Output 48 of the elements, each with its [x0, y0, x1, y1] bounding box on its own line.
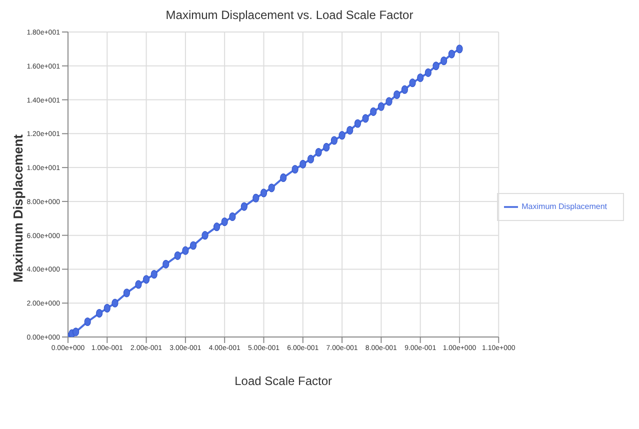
point	[72, 328, 80, 336]
point	[354, 119, 362, 128]
point	[96, 308, 103, 318]
point	[260, 188, 268, 198]
legend-label: Maximum Displacement	[522, 202, 607, 212]
point	[424, 68, 432, 77]
point	[213, 222, 220, 232]
point	[448, 50, 455, 58]
point	[174, 251, 181, 260]
point	[338, 131, 346, 140]
point	[229, 212, 236, 221]
point	[323, 142, 330, 152]
point	[370, 107, 377, 116]
point	[150, 270, 158, 279]
chart-title: Maximum Displacement vs. Load Scale Factor	[164, 8, 414, 22]
point	[104, 304, 110, 312]
point	[135, 280, 142, 289]
point	[300, 160, 306, 168]
point	[221, 217, 228, 226]
point	[315, 148, 322, 157]
point	[292, 164, 298, 174]
point	[394, 90, 400, 99]
point	[240, 202, 248, 211]
point	[84, 317, 91, 326]
point	[417, 73, 424, 82]
x-axis-title: Load Scale Factor	[234, 374, 332, 388]
point	[280, 173, 287, 182]
point	[162, 260, 170, 268]
point	[252, 194, 260, 202]
point	[378, 102, 384, 111]
point	[112, 298, 118, 308]
point	[346, 126, 354, 135]
point	[268, 184, 275, 192]
point	[330, 136, 338, 145]
point	[202, 231, 208, 240]
point	[456, 44, 463, 54]
point	[307, 154, 314, 164]
point	[409, 78, 416, 88]
point	[432, 62, 440, 70]
point	[123, 288, 130, 298]
point	[143, 275, 150, 284]
point	[440, 56, 448, 66]
y-axis-title: Maximum Displacement	[10, 134, 26, 282]
point	[190, 241, 197, 250]
point	[401, 85, 408, 94]
point	[362, 114, 369, 123]
point	[386, 97, 392, 106]
point	[182, 246, 189, 255]
